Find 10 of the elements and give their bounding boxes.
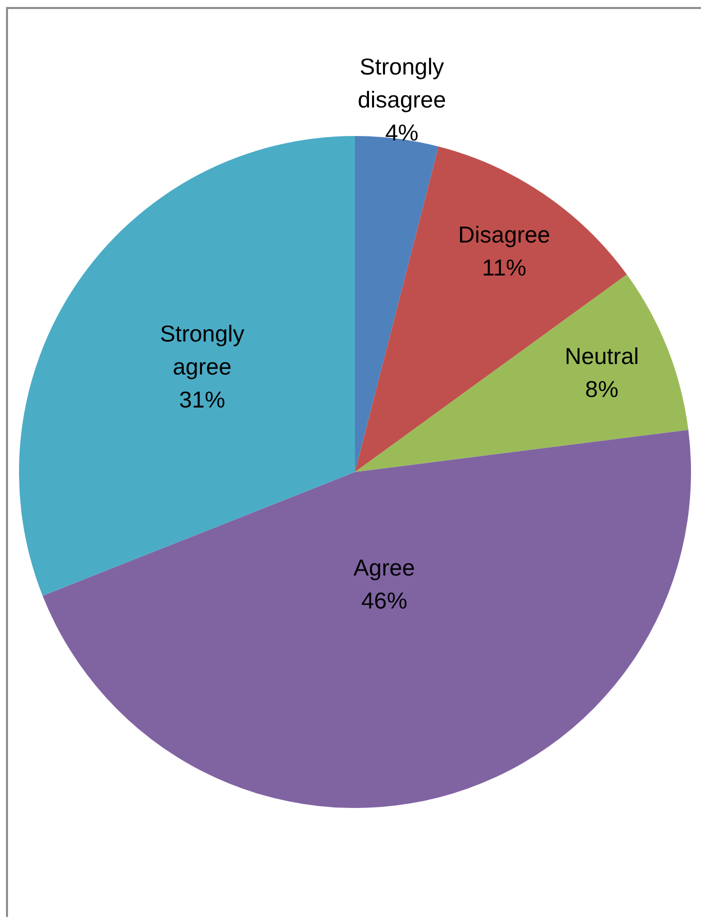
data-label: 11% [482,254,526,280]
data-label: 8% [585,376,618,402]
slice-label: Strongly agree [160,320,245,380]
slice-label: Disagree [458,221,550,248]
data-label: 31% [179,386,226,412]
slice-label: Strongly disagree [358,53,446,112]
slice-label: Neutral [564,343,639,370]
slice-label: Agree [354,554,415,581]
data-label: 46% [361,588,408,614]
data-label: 4% [385,119,418,146]
